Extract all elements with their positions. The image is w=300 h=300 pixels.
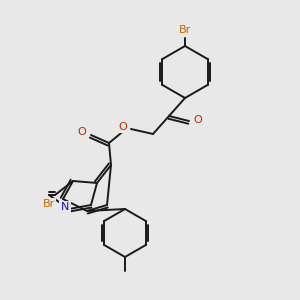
Text: N: N [61,202,69,212]
Text: O: O [78,127,86,137]
Text: Br: Br [43,199,55,209]
Text: O: O [118,122,127,132]
Text: Br: Br [179,25,191,35]
Text: O: O [194,115,202,125]
